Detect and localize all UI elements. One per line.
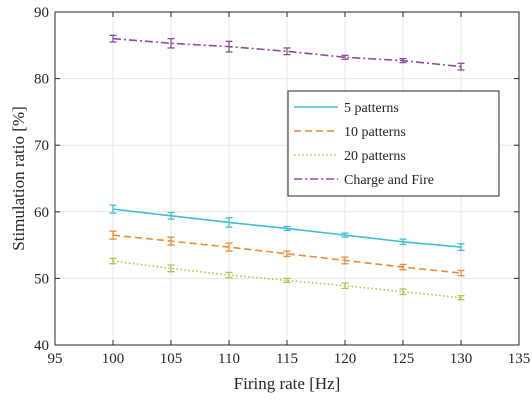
- error-bar: [109, 257, 117, 265]
- error-bar: [341, 256, 349, 265]
- y-axis-label: Stimulation ratio [%]: [9, 106, 28, 250]
- legend: 5 patterns 10 patterns 20 patterns Charge a…: [287, 90, 500, 197]
- error-bar: [457, 269, 465, 277]
- error-bar: [457, 243, 465, 252]
- error-bar: [225, 242, 233, 252]
- y-tick-label: 50: [34, 271, 49, 287]
- series-2: [109, 257, 465, 301]
- legend-item: 10 patterns: [294, 125, 406, 140]
- error-bar: [399, 263, 407, 271]
- x-tick-label: 110: [218, 351, 240, 367]
- x-tick-label: 135: [508, 351, 531, 367]
- error-bar: [109, 204, 117, 214]
- error-bar: [457, 62, 465, 71]
- error-bar: [341, 54, 349, 60]
- legend-item: 20 patterns: [294, 149, 406, 164]
- data-series: [109, 34, 465, 301]
- error-bar: [341, 232, 349, 238]
- series-3: [109, 34, 465, 71]
- legend-label: Charge and Fire: [344, 173, 434, 188]
- error-bar: [399, 238, 407, 246]
- series-0: [109, 204, 465, 252]
- error-bar: [109, 34, 117, 43]
- x-tick-label: 120: [334, 351, 357, 367]
- error-bar: [225, 271, 233, 279]
- x-tick-label: 105: [160, 351, 183, 367]
- x-tick-label: 115: [276, 351, 298, 367]
- error-bar: [167, 264, 175, 273]
- y-tick-label: 70: [34, 138, 49, 154]
- x-tick-label: 125: [392, 351, 415, 367]
- x-tick-label: 95: [48, 351, 63, 367]
- error-bar: [225, 217, 233, 228]
- error-bar: [283, 225, 291, 232]
- error-bar: [457, 295, 465, 301]
- error-bar: [341, 282, 349, 290]
- legend-item: 5 patterns: [294, 101, 399, 116]
- x-tick-label: 130: [450, 351, 473, 367]
- y-tick-label: 80: [34, 72, 49, 88]
- error-bar: [225, 40, 233, 53]
- error-bar: [167, 211, 175, 220]
- legend-item: Charge and Fire: [294, 173, 434, 188]
- error-bar: [399, 57, 407, 64]
- legend-label: 20 patterns: [344, 149, 406, 164]
- axis-ticks: 95 100 105 110 115 120 125 130 135 40 50 60 70 80 90: [34, 5, 530, 367]
- y-tick-label: 90: [34, 5, 49, 21]
- x-tick-label: 100: [102, 351, 125, 367]
- error-bar: [283, 277, 291, 284]
- y-tick-label: 40: [34, 338, 49, 354]
- error-bar: [109, 230, 117, 240]
- legend-label: 5 patterns: [344, 101, 399, 116]
- x-axis-label: Firing rate [Hz]: [234, 374, 341, 393]
- series-1: [109, 230, 465, 277]
- error-bar: [399, 288, 407, 296]
- error-bar: [283, 250, 291, 258]
- error-bar: [283, 47, 291, 56]
- error-bar: [167, 37, 175, 49]
- error-bar: [167, 236, 175, 246]
- y-tick-label: 60: [34, 205, 49, 221]
- legend-label: 10 patterns: [344, 125, 406, 140]
- legend-box: [287, 90, 500, 197]
